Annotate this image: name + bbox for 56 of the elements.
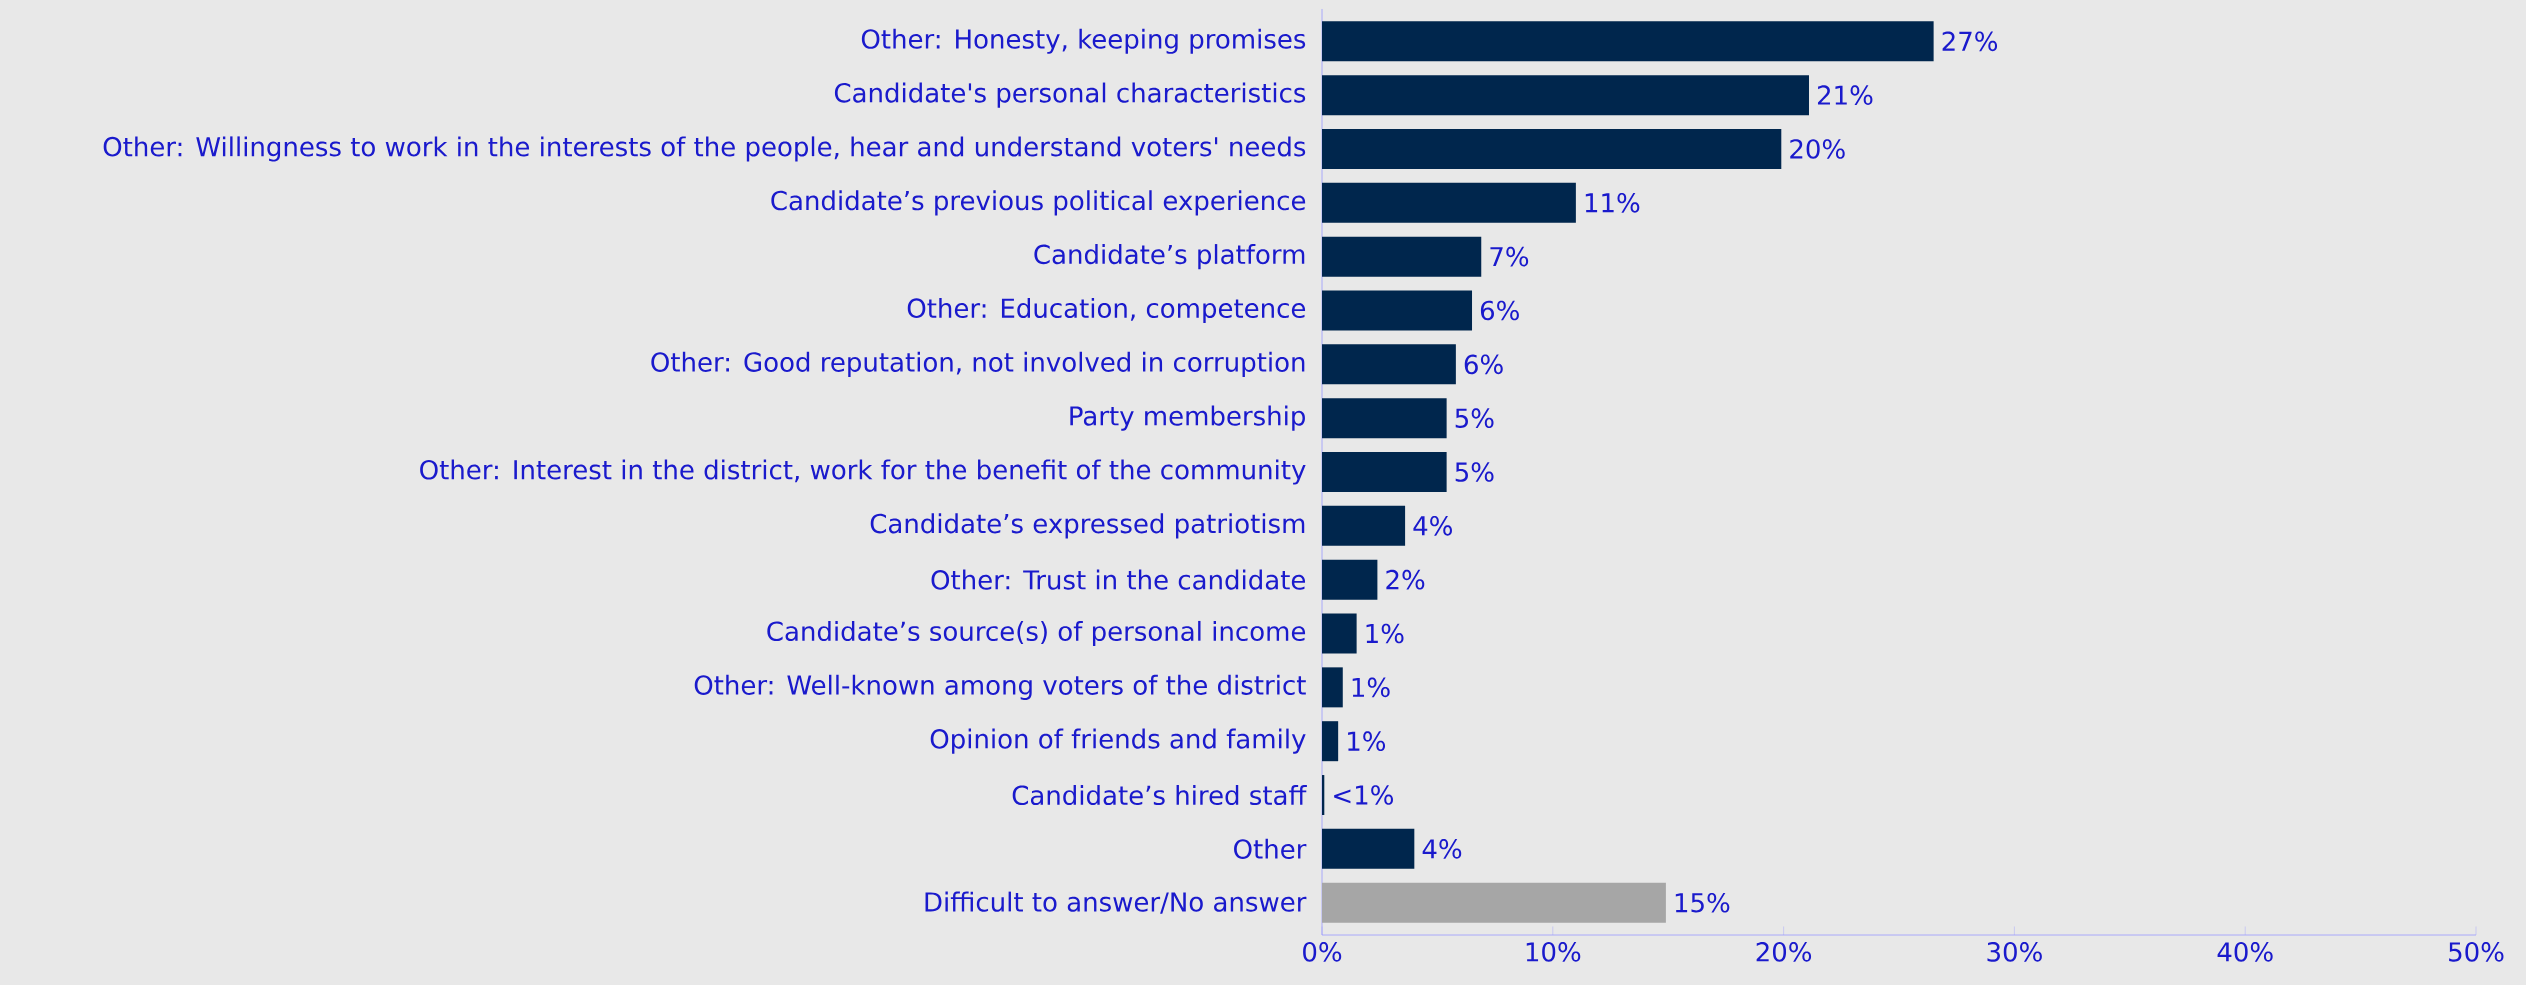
y-tick-label: Candidate’s source(s) of personal income <box>767 620 1306 647</box>
data-label: 6% <box>1464 354 1503 375</box>
x-tick-label: 10% <box>1526 942 1581 962</box>
data-label: 7% <box>1490 246 1529 267</box>
bar <box>1322 21 1934 62</box>
bar <box>1322 452 1447 492</box>
y-tick-label: Other: Honesty, keeping promises <box>861 28 1306 54</box>
bar <box>1322 182 1576 223</box>
y-tick-label: Other: Good reputation, not involved in corruption <box>651 351 1305 377</box>
y-tick-label: Candidate’s hired staff <box>1012 784 1307 806</box>
bar <box>1322 721 1339 762</box>
y-tick-label: Party membership <box>1070 405 1305 431</box>
bar <box>1322 75 1809 116</box>
y-tick-label: Other: Trust in the candidate <box>931 569 1306 590</box>
y-tick-label: Candidate’s expressed patriotism <box>870 513 1305 539</box>
bar <box>1322 667 1343 708</box>
x-tick-label: 40% <box>2217 942 2273 962</box>
data-label: 2% <box>1386 569 1425 590</box>
bar <box>1322 828 1415 869</box>
bar <box>1322 236 1482 277</box>
y-tick-label: Opinion of friends and family <box>930 728 1306 754</box>
y-tick-label: Other <box>1234 838 1307 859</box>
bar <box>1322 613 1357 654</box>
y-tick-label: Other: Education, competence <box>907 297 1306 324</box>
bar <box>1322 398 1447 439</box>
data-label: <1% <box>1334 785 1393 805</box>
y-tick-label: Candidate's personal characteristics <box>834 82 1306 108</box>
data-label: 5% <box>1455 408 1494 429</box>
data-label: 4% <box>1413 516 1452 536</box>
data-label: 1% <box>1348 731 1386 752</box>
data-label: 20% <box>1790 139 1845 159</box>
y-tick-label: Candidate’s previous political experience <box>771 190 1306 216</box>
y-tick-label: Candidate’s platform <box>1034 244 1305 270</box>
bar <box>1322 344 1456 385</box>
data-label: 6% <box>1480 300 1519 321</box>
y-tick-label: Other: Interest in the district, work for the benefit of the community <box>420 459 1306 485</box>
data-label: 11% <box>1585 192 1640 213</box>
bar <box>1322 128 1782 169</box>
data-label: 15% <box>1675 892 1730 913</box>
y-tick-label: Difficult to answer/No answer <box>925 891 1307 914</box>
y-tick-label: Other: Well-known among voters of the district <box>694 674 1306 700</box>
data-label: 5% <box>1455 462 1494 482</box>
y-tick-label: Other: Willingness to work in the interests of the people, hear and understand voters' needs <box>103 136 1306 162</box>
bar <box>1322 290 1473 331</box>
x-tick-label: 30% <box>1987 942 2042 962</box>
x-tick-label: 50% <box>2449 942 2504 962</box>
bar <box>1322 505 1406 546</box>
data-label: 1% <box>1366 623 1404 644</box>
data-label: 27% <box>1942 31 1998 52</box>
data-label: 4% <box>1422 839 1462 859</box>
data-label: 21% <box>1817 85 1873 105</box>
bar <box>1322 559 1378 600</box>
data-label: 1% <box>1352 677 1390 698</box>
x-tick-label: 0% <box>1303 942 1342 962</box>
x-tick-label: 20% <box>1756 942 1812 962</box>
bar <box>1322 882 1666 923</box>
